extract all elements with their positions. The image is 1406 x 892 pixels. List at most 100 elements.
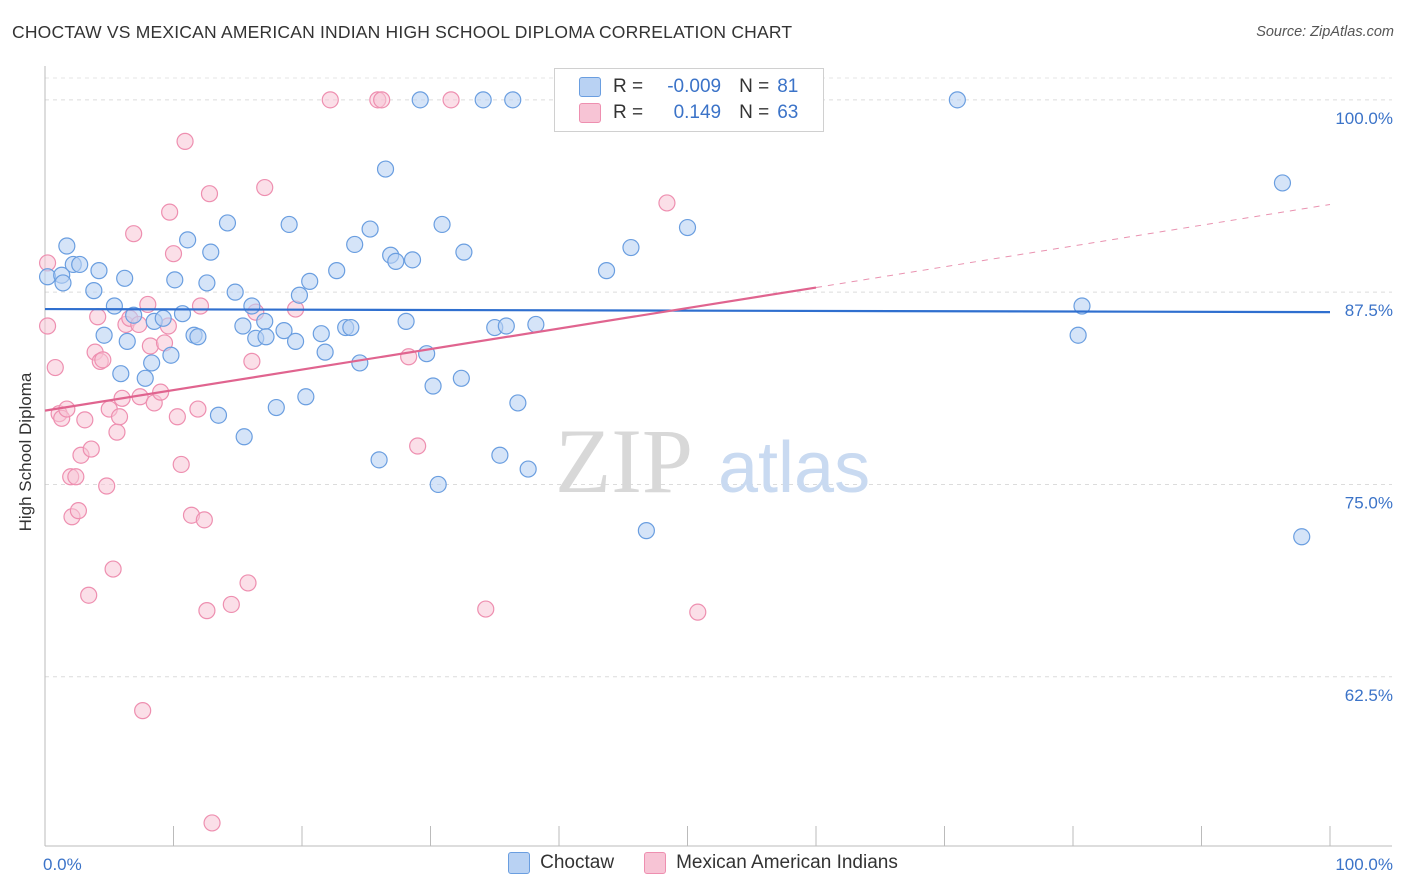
choctaw-point — [116, 269, 134, 287]
choctaw-point — [351, 354, 369, 372]
choctaw-point — [328, 262, 346, 280]
mexican-point — [239, 574, 257, 592]
axes — [44, 66, 1392, 847]
choctaw-point — [1273, 174, 1292, 192]
choctaw-legend-swatch — [508, 852, 531, 874]
y-tick-labels: 62.5% 75.0% 87.5% 100.0% — [1335, 109, 1393, 705]
mexican-point — [191, 297, 210, 315]
choctaw-point — [597, 262, 616, 280]
choctaw-point — [112, 365, 130, 383]
choctaw-point — [256, 312, 274, 330]
choctaw-point — [54, 274, 72, 292]
choctaw-point — [527, 315, 545, 334]
choctaw-point — [1069, 326, 1087, 344]
choctaw-point — [235, 428, 253, 446]
mexican-trend-extension — [815, 203, 1331, 289]
choctaw-point — [424, 377, 442, 395]
y-tick-label: 100.0% — [1335, 109, 1393, 128]
choctaw-point — [497, 317, 515, 335]
choctaw-point — [166, 271, 184, 289]
choctaw-point — [226, 283, 244, 301]
legend-r-label: R = — [613, 76, 644, 97]
mexican-point — [125, 225, 143, 243]
source-label: Source: ZipAtlas.com — [1256, 24, 1394, 40]
mexican-point — [164, 245, 183, 263]
choctaw-point — [361, 220, 379, 238]
legend-n-value: 63 — [777, 102, 799, 123]
mexican-point — [104, 560, 122, 578]
choctaw-point — [136, 369, 154, 387]
x-tick-label: 100.0% — [1335, 855, 1393, 874]
choctaw-point — [218, 214, 237, 232]
legend-label-choctaw: Choctaw — [540, 852, 615, 873]
choctaw-point — [948, 91, 966, 109]
choctaw-point — [622, 238, 640, 257]
mexican-point — [76, 411, 94, 429]
mexican-point — [373, 91, 391, 109]
choctaw-point — [280, 215, 298, 234]
choctaw-point — [342, 318, 360, 337]
choctaw-point — [316, 343, 334, 361]
choctaw-point — [58, 237, 76, 255]
choctaw-point — [297, 388, 315, 406]
choctaw-point — [403, 251, 422, 269]
choctaw-point — [162, 346, 180, 364]
mexican-point — [168, 408, 186, 426]
choctaw-point — [257, 328, 275, 346]
mexican-point — [80, 586, 98, 604]
choctaw-point — [118, 332, 136, 350]
choctaw-point — [519, 460, 537, 478]
mexican-point — [203, 814, 221, 832]
legend-n-label: N = — [739, 76, 770, 97]
choctaw-point — [105, 297, 123, 315]
legend-row-mexican: R = 0.149 N = 63 — [579, 101, 798, 125]
choctaw-point — [290, 286, 309, 304]
choctaw-point — [491, 446, 509, 464]
mexican-point — [256, 178, 274, 197]
trend-lines — [44, 203, 1331, 412]
mexican-point — [89, 308, 107, 326]
watermark: ZIP atlas — [555, 410, 870, 512]
choctaw-point — [209, 406, 228, 424]
choctaw-point — [346, 235, 364, 254]
choctaw-point — [95, 326, 113, 344]
mexican-point — [110, 408, 129, 426]
choctaw-point — [38, 268, 57, 286]
mexican-point — [243, 352, 261, 370]
mexican-point — [46, 358, 64, 377]
mexican-point — [409, 437, 427, 455]
choctaw-point — [376, 160, 395, 178]
watermark-atlas: atlas — [718, 428, 870, 508]
y-tick-label: 87.5% — [1345, 301, 1393, 320]
choctaw-point — [678, 218, 697, 237]
mexican-point — [134, 702, 152, 720]
choctaw-point — [637, 522, 655, 540]
legend-r-value: -0.009 — [667, 76, 722, 97]
choctaw-point — [429, 475, 447, 494]
mexican-point — [200, 185, 219, 203]
legend-r-label: R = — [613, 102, 644, 123]
mexican-point — [38, 317, 57, 335]
choctaw-point — [71, 255, 89, 274]
x-tick-label: 0.0% — [43, 855, 82, 874]
x-tick-labels: 0.0% 100.0% — [43, 855, 1393, 874]
legend-n-value: 81 — [777, 76, 799, 97]
choctaw-point — [143, 354, 161, 372]
mexican-point — [222, 595, 240, 614]
choctaw-point — [1073, 297, 1091, 315]
choctaw-point — [433, 215, 451, 234]
mexican-point — [176, 132, 194, 150]
choctaw-point — [125, 306, 143, 324]
legend-r-value: 0.149 — [673, 102, 722, 123]
choctaw-point — [509, 394, 527, 412]
y-tick-label: 75.0% — [1345, 493, 1393, 512]
choctaw-point — [179, 231, 197, 249]
choctaw-point — [267, 398, 285, 417]
mexican-point — [67, 468, 85, 486]
choctaw-point — [452, 369, 470, 387]
mexican-point — [108, 423, 126, 441]
choctaw-point — [85, 282, 103, 300]
legend-label-mexican: Mexican American Indians — [676, 852, 898, 873]
choctaw-point — [455, 243, 473, 261]
